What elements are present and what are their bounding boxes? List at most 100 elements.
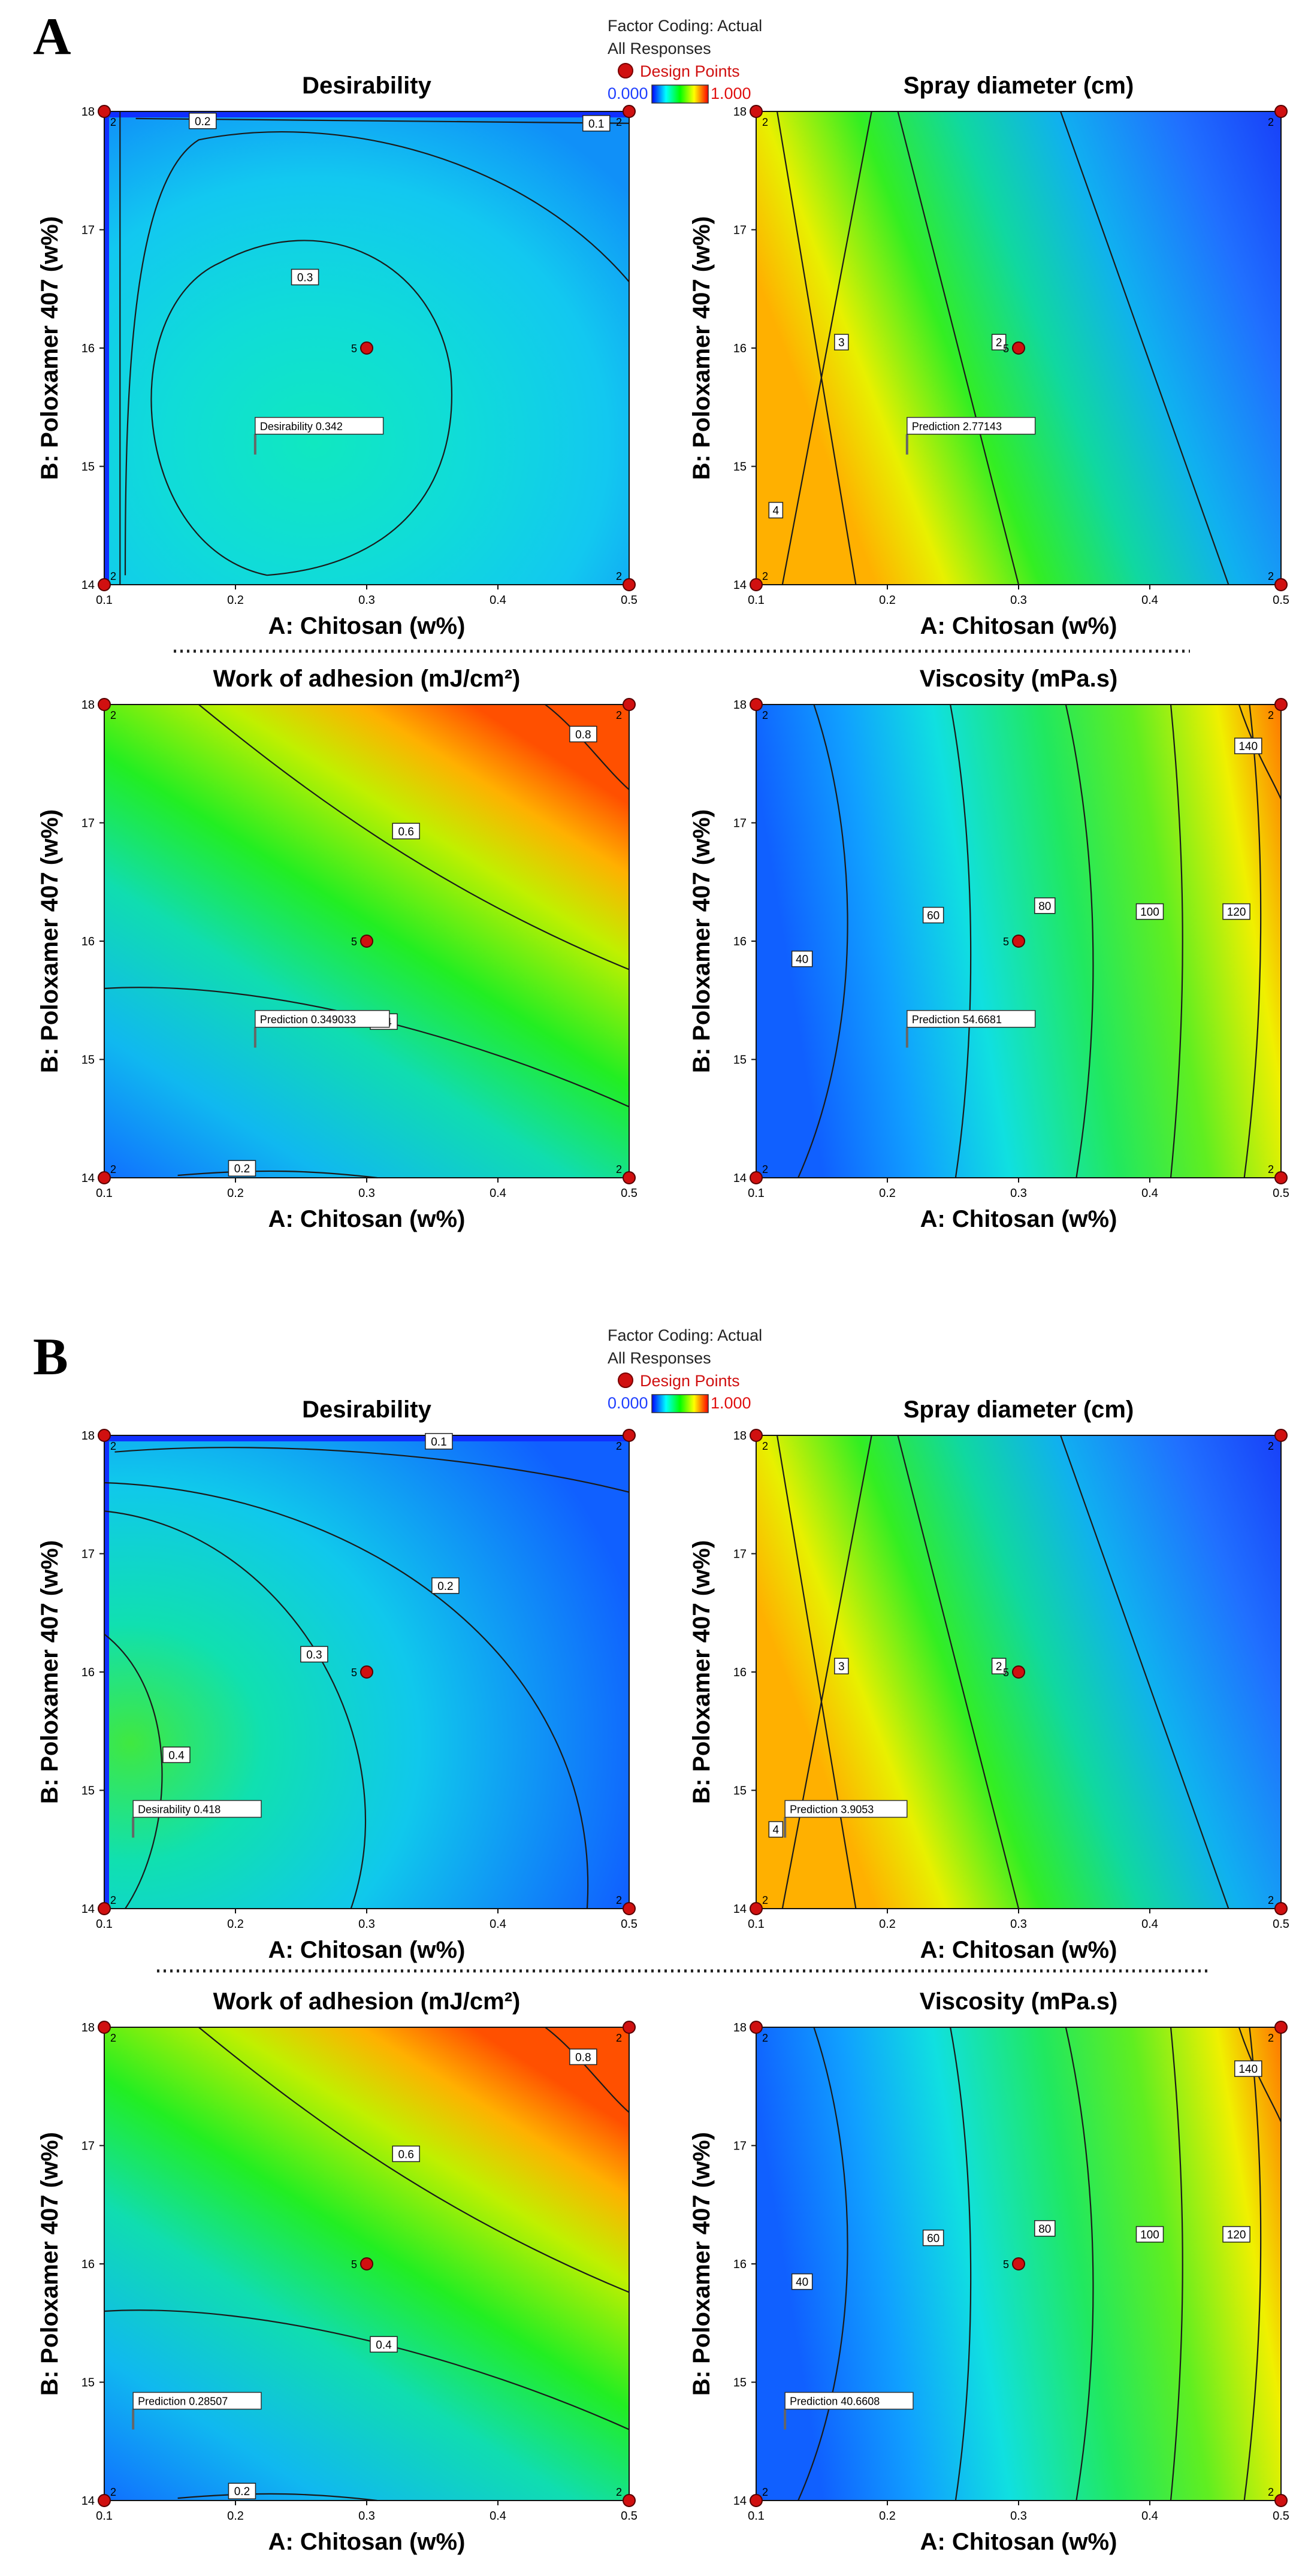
- contour-label-box: [791, 950, 813, 967]
- x-tick-label: 0.1: [96, 1187, 113, 1200]
- contour-line: [135, 117, 630, 124]
- design-point-count: 2: [1268, 1163, 1274, 1175]
- contour-label-box: [1222, 903, 1250, 920]
- chart-B-spray: Spray diameter (cm) A: Chitosan (w%) B: Po…: [688, 1396, 1289, 1963]
- contour-label: 100: [1140, 2229, 1159, 2242]
- contour-label: 0.3: [306, 1649, 322, 1661]
- color-scale-bar: [651, 84, 709, 104]
- design-points-legend-text: Design Points: [640, 1372, 740, 1390]
- contour-line: [1060, 1435, 1229, 1909]
- prediction-flag-text: Prediction 3.9053: [790, 1804, 874, 1816]
- x-tick-label: 0.3: [358, 1187, 375, 1200]
- design-point-count: 2: [616, 1163, 622, 1175]
- contour-label: 0.6: [398, 2148, 413, 2161]
- design-point: [1274, 105, 1288, 118]
- design-point-count: 2: [110, 2486, 116, 2498]
- y-axis-label: B: Poloxamer 407 (w%): [688, 809, 715, 1073]
- y-axis-label: B: Poloxamer 407 (w%): [688, 1540, 715, 1804]
- contour-label: 80: [1038, 900, 1051, 913]
- chart-title: Spray diameter (cm): [904, 72, 1134, 99]
- x-tick-label: 0.3: [1010, 2510, 1027, 2523]
- x-tick-label: 0.2: [879, 1187, 896, 1200]
- contour-line: [1065, 704, 1094, 1178]
- y-axis-label: B: Poloxamer 407 (w%): [37, 809, 63, 1073]
- chart-title: Desirability: [302, 72, 431, 99]
- x-tick-label: 0.2: [879, 2510, 896, 2523]
- design-point: [1274, 698, 1288, 711]
- all-responses-text: All Responses: [608, 40, 711, 58]
- x-tick-label: 0.3: [1010, 594, 1027, 607]
- contour-label-box: [228, 2483, 256, 2499]
- design-point: [98, 105, 111, 118]
- contour-label: 0.1: [431, 1436, 446, 1449]
- design-point-count: 2: [762, 570, 768, 582]
- y-tick-label: 15: [733, 1054, 747, 1067]
- design-point-count: 5: [1003, 936, 1009, 948]
- design-point: [360, 341, 373, 355]
- design-point-count: 2: [1268, 1894, 1274, 1906]
- design-point: [623, 2494, 636, 2507]
- design-point: [623, 105, 636, 118]
- contour-label: 80: [1038, 2223, 1051, 2236]
- contour-line: [897, 111, 1020, 585]
- contour-line: [950, 704, 972, 1178]
- design-point-count: 2: [762, 1894, 768, 1906]
- contour-line: [776, 1435, 857, 1909]
- contour-line: [114, 1447, 630, 1493]
- y-tick-label: 14: [81, 579, 95, 592]
- contour-label-box: [1034, 2220, 1056, 2237]
- design-point-count: 2: [110, 709, 116, 721]
- design-point: [1274, 578, 1288, 591]
- design-point: [98, 1171, 111, 1184]
- heatmap-edge-band: [104, 111, 109, 585]
- x-tick-label: 0.1: [748, 1918, 765, 1931]
- design-point-count: 2: [1268, 116, 1274, 128]
- design-point: [750, 1902, 763, 1915]
- chart-title: Desirability: [302, 1396, 431, 1423]
- contour-label-box: [768, 501, 784, 519]
- design-point: [98, 698, 111, 711]
- x-tick-label: 0.2: [227, 594, 244, 607]
- contour-label: 60: [927, 2233, 939, 2245]
- contour-line: [1243, 2027, 1262, 2501]
- contour-line: [545, 2027, 630, 2114]
- x-tick-label: 0.3: [358, 594, 375, 607]
- design-point-count: 5: [1003, 1667, 1009, 1679]
- contour-line: [781, 1435, 872, 1909]
- contour-label-box: [431, 1577, 460, 1594]
- y-tick-label: 17: [81, 224, 95, 237]
- design-point-count: 2: [1268, 2032, 1274, 2044]
- design-point: [623, 578, 636, 591]
- contour-label-box: [1135, 903, 1164, 920]
- contour-line: [1243, 704, 1262, 1178]
- contour-label-box: [922, 2229, 944, 2247]
- y-axis-label: B: Poloxamer 407 (w%): [688, 216, 715, 480]
- y-tick-label: 16: [81, 1666, 95, 1679]
- y-tick-label: 15: [733, 1785, 747, 1798]
- y-tick-label: 15: [81, 461, 95, 474]
- design-point: [750, 698, 763, 711]
- design-points-legend-text: Design Points: [640, 62, 740, 80]
- y-tick-label: 18: [81, 699, 95, 712]
- design-point-count: 2: [616, 2486, 622, 2498]
- prediction-flag-text: Prediction 0.28507: [138, 2396, 228, 2408]
- contour-label: 0.2: [437, 1580, 453, 1593]
- chart-A-desirability: Desirability A: Chitosan (w%) B: Poloxamer…: [37, 72, 638, 639]
- design-point: [623, 1171, 636, 1184]
- x-tick-label: 0.1: [748, 2510, 765, 2523]
- design-point: [98, 2021, 111, 2034]
- contour-line: [797, 704, 848, 1178]
- contour-label: 60: [927, 910, 939, 923]
- contour-line: [545, 704, 630, 791]
- y-tick-label: 16: [733, 2258, 747, 2271]
- contour-label: 3: [838, 1661, 845, 1673]
- contour-label-box: [370, 2336, 398, 2353]
- contour-label-box: [291, 268, 319, 286]
- x-tick-label: 0.2: [879, 1918, 896, 1931]
- x-axis-label: A: Chitosan (w%): [268, 1937, 466, 1963]
- design-point: [360, 2257, 373, 2270]
- design-point-count: 2: [110, 570, 116, 582]
- contour-line: [897, 1435, 1020, 1909]
- prediction-flag-box: [255, 417, 384, 435]
